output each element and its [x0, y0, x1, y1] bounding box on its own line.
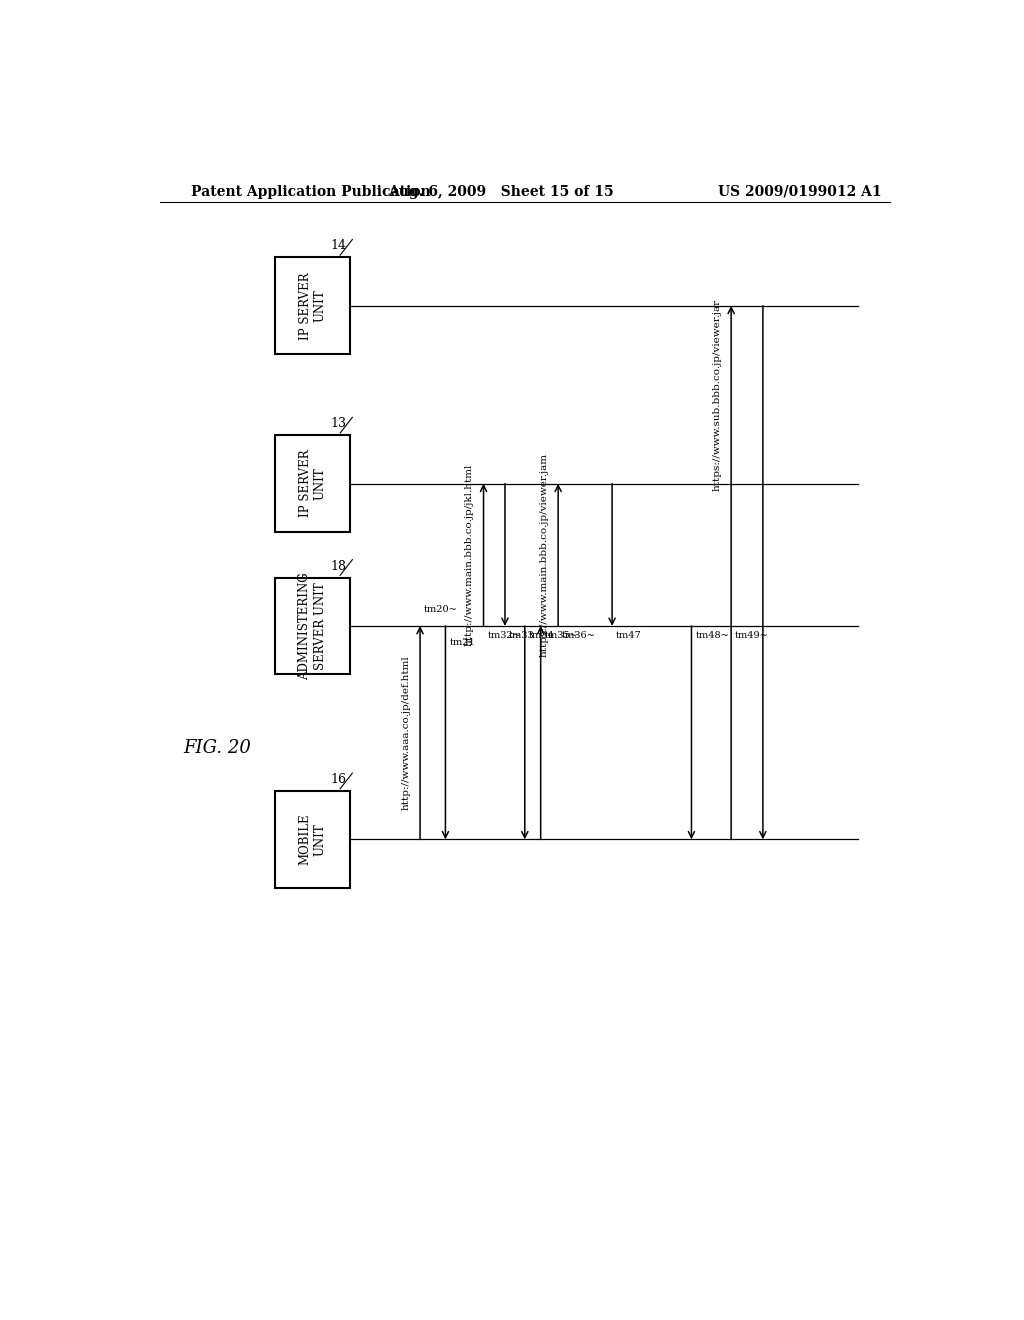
- Text: Aug. 6, 2009   Sheet 15 of 15: Aug. 6, 2009 Sheet 15 of 15: [388, 185, 613, 199]
- Text: https://www.sub.bbb.co.jp/viewer.jar: https://www.sub.bbb.co.jp/viewer.jar: [713, 298, 722, 491]
- Text: MOBILE
UNIT: MOBILE UNIT: [299, 813, 327, 865]
- Text: Patent Application Publication: Patent Application Publication: [191, 185, 431, 199]
- Text: http://www.aaa.co.jp/def.html: http://www.aaa.co.jp/def.html: [401, 655, 411, 810]
- Text: tm49~: tm49~: [735, 631, 769, 640]
- Text: tm34: tm34: [528, 631, 555, 640]
- Text: FIG. 20: FIG. 20: [183, 739, 252, 756]
- Text: IP SERVER
UNIT: IP SERVER UNIT: [299, 450, 327, 517]
- Text: tm48~: tm48~: [695, 631, 729, 640]
- Text: tm20~: tm20~: [424, 605, 458, 614]
- Bar: [274, 791, 350, 887]
- Bar: [274, 436, 350, 532]
- Text: tm47: tm47: [616, 631, 642, 640]
- Text: 16: 16: [330, 774, 346, 785]
- Text: IP SERVER
UNIT: IP SERVER UNIT: [299, 272, 327, 339]
- Text: tm32~: tm32~: [487, 631, 521, 640]
- Text: http://www.main.bbb.co.jp/jkl.html: http://www.main.bbb.co.jp/jkl.html: [465, 463, 474, 645]
- Text: 18: 18: [330, 560, 346, 573]
- Text: tm33: tm33: [509, 631, 535, 640]
- Text: 13: 13: [330, 417, 346, 430]
- Bar: [274, 578, 350, 675]
- Text: tm21: tm21: [450, 638, 475, 647]
- Text: 14: 14: [330, 239, 346, 252]
- Text: https://www.main.bbb.co.jp/viewer.jam: https://www.main.bbb.co.jp/viewer.jam: [540, 453, 549, 657]
- Text: US 2009/0199012 A1: US 2009/0199012 A1: [718, 185, 882, 199]
- Text: tm35~: tm35~: [545, 631, 579, 640]
- Text: ADMINISTERING
SERVER UNIT: ADMINISTERING SERVER UNIT: [299, 572, 327, 680]
- Text: tm36~: tm36~: [562, 631, 596, 640]
- Bar: [274, 257, 350, 354]
